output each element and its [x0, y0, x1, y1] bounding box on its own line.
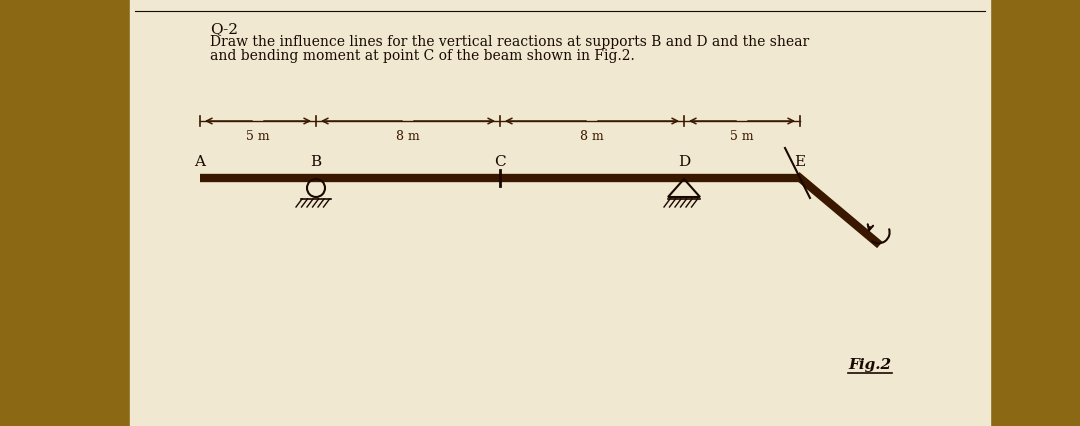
Text: C: C	[495, 155, 505, 169]
Bar	[130, 0, 990, 426]
Text: Draw the influence lines for the vertical reactions at supports B and D and the : Draw the influence lines for the vertica…	[210, 35, 809, 49]
Text: 5 m: 5 m	[246, 130, 270, 143]
Text: 5 m: 5 m	[730, 130, 754, 143]
Text: Q-2: Q-2	[210, 22, 238, 36]
Text: B: B	[310, 155, 322, 169]
Text: Fig.2: Fig.2	[849, 357, 892, 371]
Text: E: E	[795, 155, 806, 169]
Text: 8 m: 8 m	[396, 130, 420, 143]
Text: 8 m: 8 m	[580, 130, 604, 143]
Text: and bending moment at point C of the beam shown in Fig.2.: and bending moment at point C of the bea…	[210, 49, 635, 63]
Text: A: A	[194, 155, 205, 169]
Text: D: D	[678, 155, 690, 169]
